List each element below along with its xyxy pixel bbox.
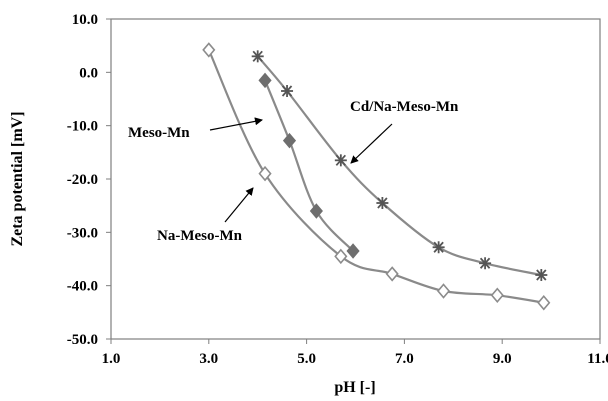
y-tick-label: 10.0 <box>72 12 98 28</box>
x-tick-label: 7.0 <box>395 351 414 367</box>
x-tick-label: 1.0 <box>102 351 121 367</box>
x-tick-label: 5.0 <box>297 351 316 367</box>
point-series-2 <box>432 241 445 254</box>
point-series-0 <box>282 132 297 149</box>
point-series-1 <box>202 42 216 58</box>
point-series-1 <box>490 287 504 304</box>
point-series-0 <box>309 203 323 219</box>
annotation-cd-na-meso-mn: Cd/Na-Meso-Mn <box>350 99 459 115</box>
point-series-1 <box>385 266 399 282</box>
point-series-2 <box>281 85 294 97</box>
point-series-1 <box>436 283 451 299</box>
curve-series-0 <box>263 79 354 252</box>
annotation-arrow-meso-mn <box>209 117 263 131</box>
y-axis-label: Zeta potential [mV] <box>9 111 26 246</box>
annotation-meso-mn: Meso-Mn <box>128 125 190 141</box>
annotation-arrow-na-meso-mn <box>224 187 254 223</box>
point-series-0 <box>346 243 360 259</box>
point-series-1 <box>334 248 348 265</box>
x-tick-label: 9.0 <box>493 351 512 367</box>
x-axis-ticks: 1.0 3.0 5.0 7.0 9.0 11.0 <box>102 339 608 367</box>
y-axis-ticks: 10.0 0.0 -10.0 -20.0 -30.0 -40.0 -50.0 <box>67 12 111 348</box>
point-series-0 <box>258 72 272 89</box>
point-series-2 <box>334 154 347 167</box>
y-tick-label: -20.0 <box>67 172 98 188</box>
x-tick-label: 3.0 <box>199 351 218 367</box>
point-series-1 <box>537 294 551 311</box>
y-tick-label: -10.0 <box>67 119 98 135</box>
point-series-2 <box>535 269 548 281</box>
x-axis-label: pH [-] <box>334 379 375 396</box>
point-series-2 <box>479 257 492 270</box>
y-tick-label: -50.0 <box>67 332 98 348</box>
point-series-2 <box>251 50 264 63</box>
y-tick-label: 0.0 <box>79 65 98 81</box>
data-markers <box>202 42 551 311</box>
fit-curves <box>207 49 544 304</box>
y-tick-label: -30.0 <box>67 225 98 241</box>
x-tick-label: 11.0 <box>587 351 608 367</box>
point-series-2 <box>376 197 389 209</box>
curve-series-2 <box>256 55 542 277</box>
plot-area <box>110 18 601 340</box>
y-tick-label: -40.0 <box>67 279 98 295</box>
annotation-arrow-cd-na-meso-mn <box>350 123 393 164</box>
annotation-na-meso-mn: Na-Meso-Mn <box>157 228 243 244</box>
point-series-1 <box>258 165 272 182</box>
